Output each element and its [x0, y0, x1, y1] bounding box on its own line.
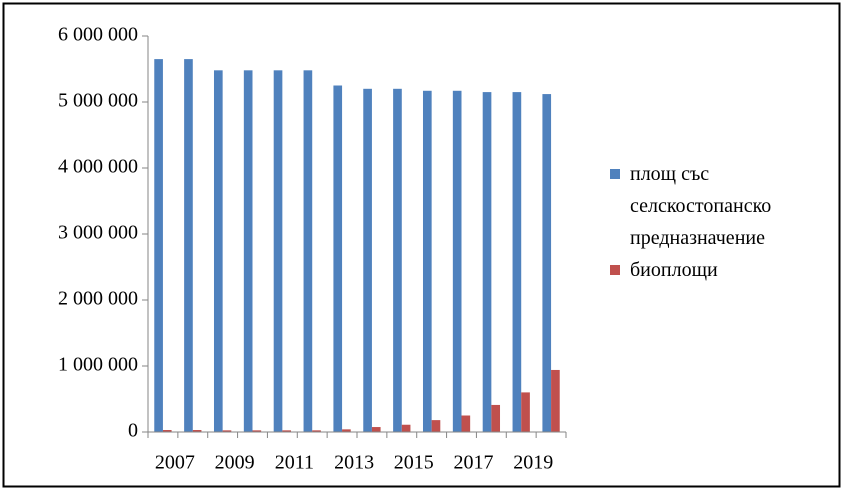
- bar: [461, 415, 471, 432]
- legend-swatch: [610, 265, 620, 275]
- bar: [243, 70, 253, 432]
- bar: [491, 404, 501, 432]
- bar: [431, 420, 441, 432]
- y-tick-label: 3 000 000: [58, 222, 138, 244]
- bar: [282, 430, 292, 432]
- x-tick-label: 2007: [155, 452, 195, 474]
- bar: [452, 90, 462, 432]
- bar: [512, 92, 522, 432]
- bar: [542, 94, 552, 432]
- bar: [312, 430, 321, 432]
- y-tick-label: 6 000 000: [58, 24, 138, 46]
- bar: [521, 392, 530, 432]
- bar: [342, 429, 351, 432]
- y-tick-label: 4 000 000: [58, 156, 138, 178]
- x-tick-label: 2013: [334, 452, 374, 474]
- bar: [482, 92, 492, 432]
- bar: [333, 85, 343, 432]
- legend-label: площ със селскостопанско предназначение: [630, 163, 772, 249]
- y-tick-label: 0: [128, 420, 138, 442]
- legend-label: биоплощи: [630, 259, 718, 281]
- y-tick-label: 2 000 000: [58, 288, 138, 310]
- bar: [363, 88, 372, 433]
- x-tick-label: 2019: [513, 452, 553, 474]
- bar: [252, 430, 262, 432]
- bar: [184, 59, 193, 432]
- legend-item: биоплощи: [610, 254, 835, 286]
- bar: [162, 430, 172, 432]
- bar: [154, 59, 163, 432]
- y-tick-label: 1 000 000: [58, 354, 138, 376]
- bar: [273, 70, 283, 432]
- bar: [551, 369, 560, 432]
- x-tick-label: 2015: [394, 452, 434, 474]
- bar: [192, 430, 202, 432]
- bar: [303, 70, 313, 432]
- bar: [422, 90, 432, 432]
- y-tick-label: 5 000 000: [58, 90, 138, 112]
- x-tick-label: 2017: [454, 452, 494, 474]
- bar: [222, 430, 232, 432]
- legend: площ със селскостопанско предназначение б…: [610, 158, 835, 286]
- bar: [393, 88, 402, 433]
- legend-swatch: [610, 169, 620, 179]
- legend-item: площ със селскостопанско предназначение: [610, 158, 835, 254]
- x-tick-label: 2009: [215, 452, 255, 474]
- bar: [371, 427, 381, 432]
- bar: [401, 424, 411, 432]
- x-tick-label: 2011: [275, 452, 314, 474]
- bar: [213, 70, 223, 432]
